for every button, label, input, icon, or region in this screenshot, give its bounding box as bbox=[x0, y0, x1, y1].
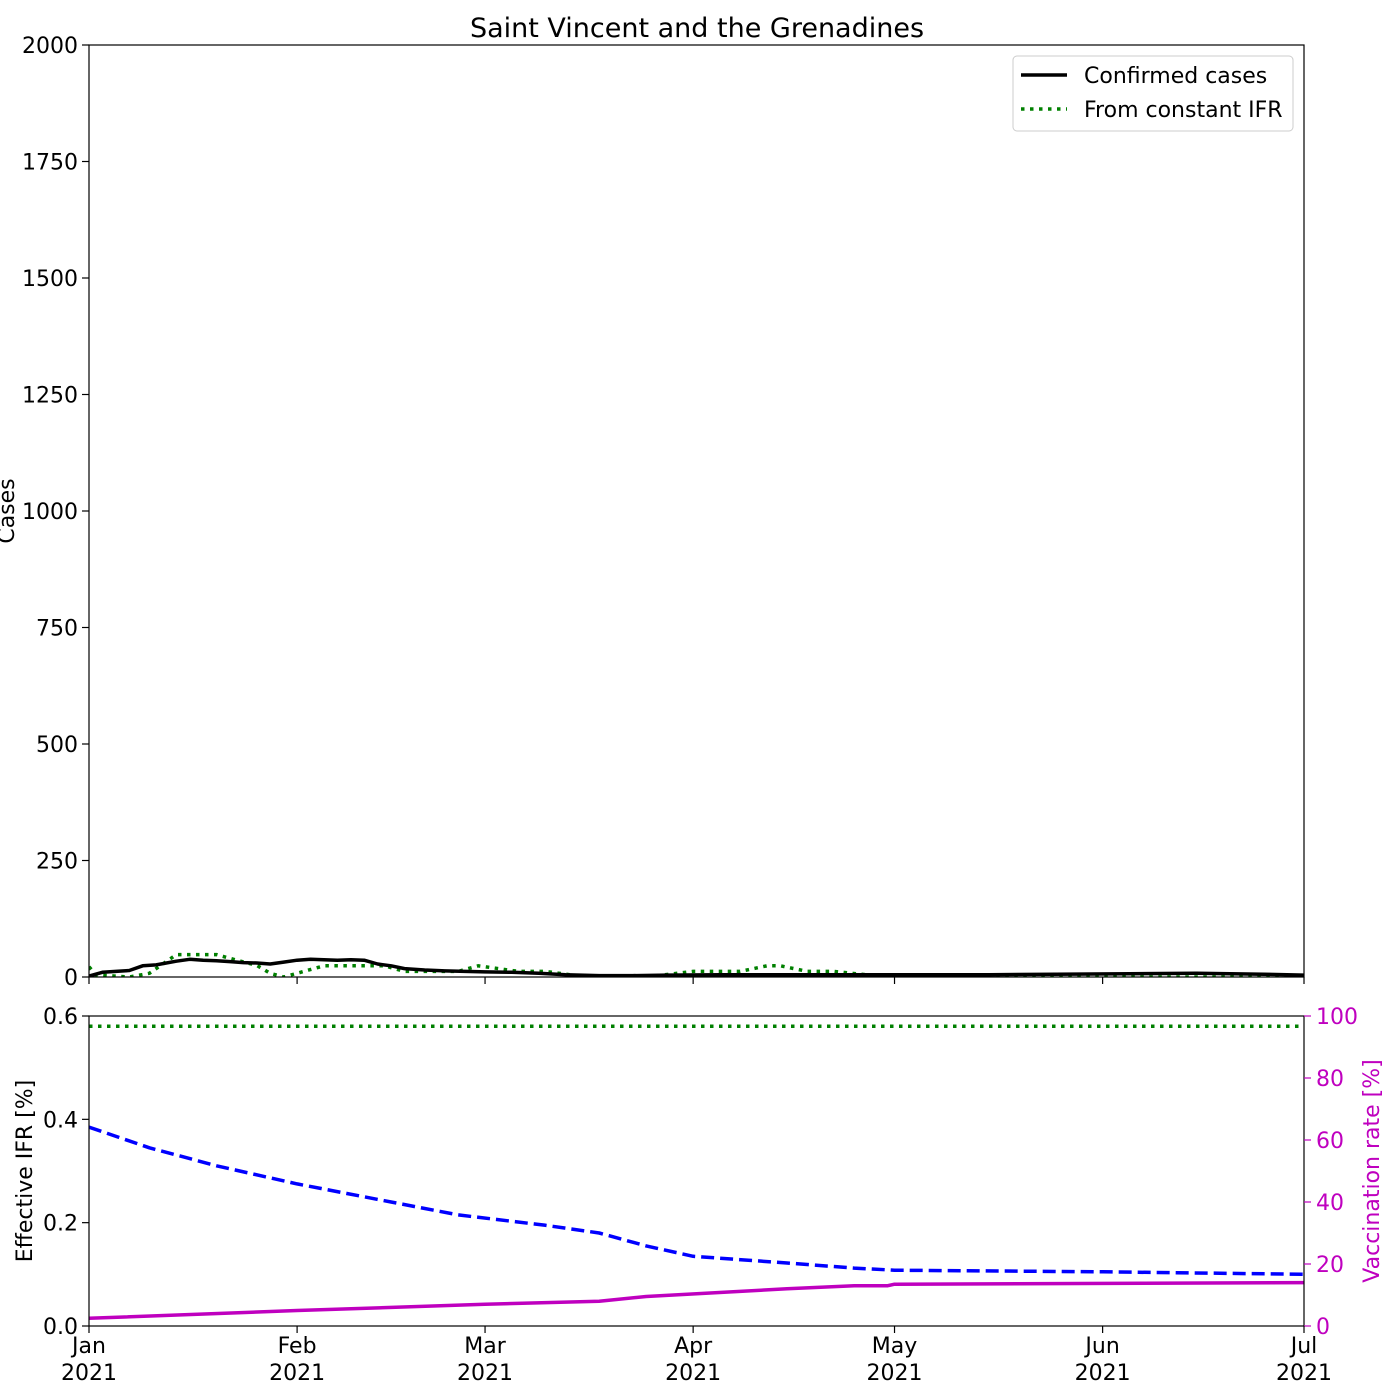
ifr-plot-area bbox=[89, 1024, 1304, 1321]
cases-y-tick-label: 750 bbox=[36, 617, 78, 642]
cases-y-tick-label: 1000 bbox=[22, 500, 78, 525]
x-tick-label-year: 2021 bbox=[457, 1361, 513, 1386]
legend-label-constant-ifr: From constant IFR bbox=[1084, 98, 1283, 123]
cases-y-tick-label: 500 bbox=[36, 733, 78, 758]
series-line-confirmed-cases bbox=[89, 957, 1304, 977]
ifr-y-tick-label: 0.2 bbox=[43, 1212, 78, 1237]
x-tick-label-year: 2021 bbox=[1075, 1361, 1131, 1386]
ifr-y-tick-label: 0.6 bbox=[43, 1005, 78, 1030]
cases-y-tick-label: 1750 bbox=[22, 151, 78, 176]
ifr-y-tick-label: 0.0 bbox=[43, 1315, 78, 1340]
vaccination-y-tick-label: 100 bbox=[1316, 1005, 1358, 1030]
legend-box bbox=[1012, 55, 1294, 132]
x-tick-label-month: Feb bbox=[278, 1334, 317, 1359]
cases-panel: 0 250 500 750 1000 1250 1500 1750 2000 Cases Con… bbox=[0, 34, 1305, 991]
x-tick-label-month: Jun bbox=[1083, 1334, 1119, 1359]
cases-y-tick-label: 1500 bbox=[22, 267, 78, 292]
series-line-effective-ifr bbox=[89, 1125, 1304, 1277]
x-tick-label-year: 2021 bbox=[867, 1361, 923, 1386]
vaccination-y-tick-label: 60 bbox=[1316, 1129, 1344, 1154]
vaccination-y-axis-label: Vaccination rate [%] bbox=[1360, 1059, 1385, 1282]
vaccination-y-ticks: 0 20 40 60 80 100 bbox=[1304, 1005, 1358, 1340]
legend-label-confirmed: Confirmed cases bbox=[1084, 64, 1267, 89]
ifr-y-ticks: 0.0 0.2 0.4 0.6 bbox=[43, 1005, 89, 1340]
ifr-y-tick-label: 0.4 bbox=[43, 1108, 78, 1133]
x-tick-label-year: 2021 bbox=[665, 1361, 721, 1386]
x-tick-label-year: 2021 bbox=[269, 1361, 325, 1386]
x-tick-label-month: Jan bbox=[70, 1334, 106, 1359]
ifr-y-axis-label: Effective IFR [%] bbox=[13, 1080, 38, 1262]
x-tick-label-month: Apr bbox=[674, 1334, 713, 1359]
chart-title: Saint Vincent and the Grenadines bbox=[470, 13, 924, 44]
ifr-x-ticks: Jan2021Feb2021Mar2021Apr2021May2021Jun20… bbox=[61, 1326, 1332, 1386]
x-tick-label-year: 2021 bbox=[61, 1361, 117, 1386]
series-line-from-constant-ifr bbox=[89, 952, 1304, 977]
cases-x-ticks bbox=[88, 977, 1305, 984]
x-tick-label-year: 2021 bbox=[1276, 1361, 1332, 1386]
vaccination-y-tick-label: 0 bbox=[1316, 1315, 1330, 1340]
ifr-axes-frame bbox=[88, 1015, 1305, 1327]
vaccination-y-tick-label: 80 bbox=[1316, 1067, 1344, 1092]
legend: Confirmed cases From constant IFR bbox=[1012, 55, 1294, 132]
series-line-vaccination-rate bbox=[89, 1280, 1304, 1321]
vaccination-y-tick-label: 40 bbox=[1316, 1191, 1344, 1216]
cases-y-tick-label: 2000 bbox=[22, 34, 78, 59]
vaccination-y-tick-label: 20 bbox=[1316, 1253, 1344, 1278]
cases-y-tick-label: 250 bbox=[36, 850, 78, 875]
x-tick-label-month: May bbox=[872, 1334, 917, 1359]
cases-y-axis-label: Cases bbox=[0, 478, 20, 543]
cases-y-tick-label: 1250 bbox=[22, 384, 78, 409]
x-tick-label-month: Jul bbox=[1289, 1334, 1318, 1359]
cases-plot-area bbox=[89, 952, 1304, 977]
cases-y-ticks: 0 250 500 750 1000 1250 1500 1750 2000 bbox=[22, 34, 89, 991]
x-tick-label-month: Mar bbox=[464, 1334, 506, 1359]
cases-y-tick-label: 0 bbox=[64, 966, 78, 991]
